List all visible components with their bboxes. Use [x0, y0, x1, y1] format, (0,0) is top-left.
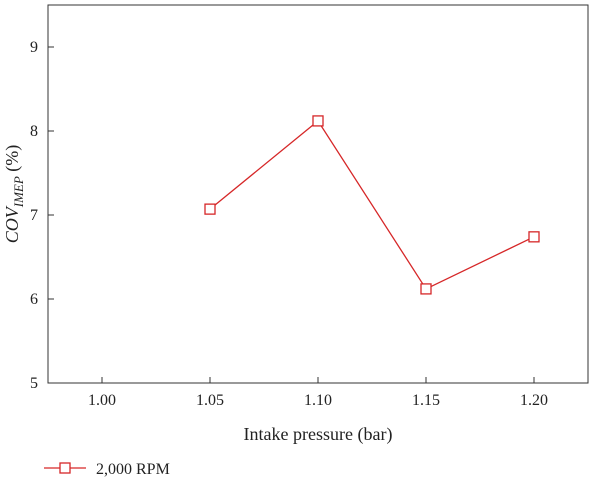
y-axis-label: COVIMEP (%) [2, 145, 26, 244]
x-axis-label: Intake pressure (bar) [244, 424, 393, 445]
legend-label: 2,000 RPM [96, 461, 170, 478]
y-axis-ticks: 5 6 7 8 9 [30, 39, 54, 392]
x-tick-label: 1.05 [196, 392, 224, 409]
y-axis-label-main: COV [2, 205, 22, 243]
data-point-marker [528, 231, 540, 243]
y-tick-label: 9 [30, 39, 38, 56]
x-axis-ticks: 1.00 1.05 1.10 1.15 1.20 [88, 377, 548, 409]
series-line [209, 119, 535, 290]
series-layer [204, 115, 540, 295]
x-tick-label: 1.20 [520, 392, 548, 409]
x-tick-label: 1.10 [304, 392, 332, 409]
data-point-marker [204, 203, 216, 215]
y-axis-label-unit: (%) [2, 145, 23, 176]
y-axis-label-sub: IMEP [11, 176, 26, 208]
plot-frame [47, 4, 589, 384]
y-tick-label: 8 [30, 123, 38, 140]
x-tick-label: 1.15 [412, 392, 440, 409]
legend: 2,000 RPM [44, 461, 170, 478]
legend-marker [59, 462, 71, 474]
data-point-marker [420, 283, 432, 295]
y-tick-label: 5 [30, 375, 38, 392]
data-point-marker [312, 115, 324, 127]
x-tick-label: 1.00 [88, 392, 116, 409]
y-tick-label: 7 [30, 207, 38, 224]
y-tick-label: 6 [30, 291, 38, 308]
